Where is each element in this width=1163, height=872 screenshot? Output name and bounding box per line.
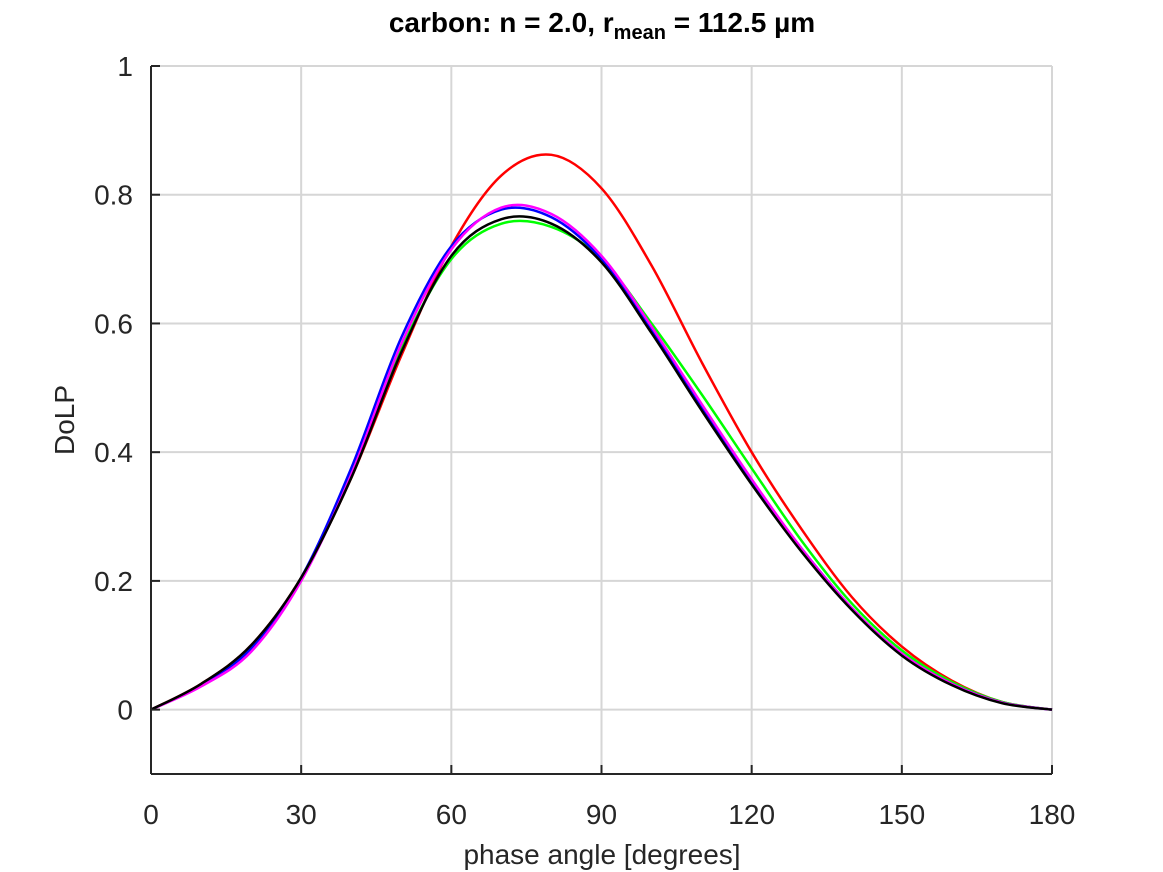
y-tick-label-0.8: 0.8 [94, 180, 133, 211]
x-tick-label-90: 90 [586, 799, 617, 830]
series-line-black [150, 215, 1053, 711]
x-tick-label-30: 30 [286, 799, 317, 830]
y-tick-label-1: 1 [117, 51, 133, 82]
tick-labels: 0 30 60 90 120 150 180 0 0.2 0.4 0.6 0.8 1 [94, 51, 1075, 830]
y-tick-label-0.6: 0.6 [94, 308, 133, 339]
title-prefix: carbon: n = 2.0, r [389, 7, 614, 38]
x-axis-label: phase angle [degrees] [463, 839, 740, 870]
x-tick-label-120: 120 [728, 799, 775, 830]
x-tick-label-60: 60 [436, 799, 467, 830]
y-tick-label-0.4: 0.4 [94, 437, 133, 468]
x-tick-label-180: 180 [1029, 799, 1076, 830]
grid [151, 65, 1053, 774]
x-tick-label-150: 150 [878, 799, 925, 830]
chart-title: carbon: n = 2.0, rmean = 112.5 µm [389, 7, 815, 44]
y-axis-label: DoLP [49, 385, 80, 455]
axes [150, 65, 1053, 775]
y-tick-label-0: 0 [117, 695, 133, 726]
series-lines [150, 153, 1053, 711]
title-suffix: = 112.5 µm [666, 7, 815, 38]
title-subscript: mean [614, 22, 666, 44]
x-tick-label-0: 0 [143, 799, 159, 830]
y-tick-label-0.2: 0.2 [94, 566, 133, 597]
series-line-magenta [150, 203, 1053, 711]
